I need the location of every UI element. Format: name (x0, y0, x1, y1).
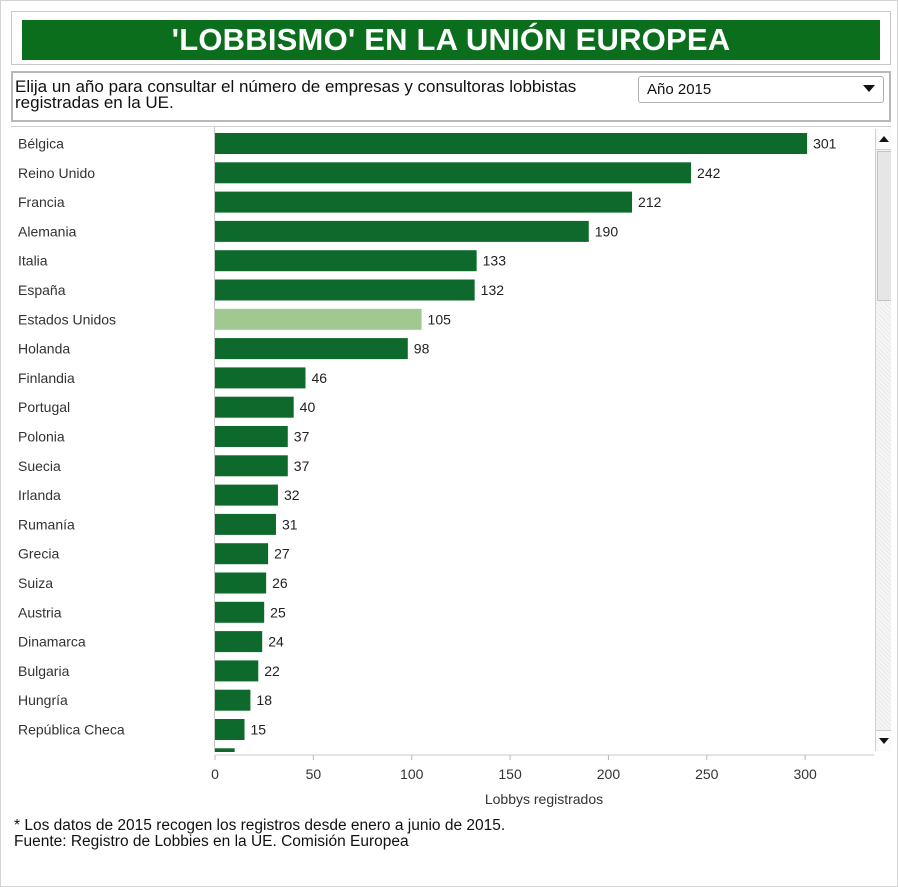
bar[interactable] (215, 543, 269, 565)
category-label: Croacia (18, 751, 66, 752)
bar[interactable] (215, 719, 245, 740)
scroll-up-button[interactable] (876, 129, 891, 150)
bar[interactable] (215, 162, 692, 184)
bar-value-label: 26 (272, 575, 288, 591)
bar-value-label: 190 (595, 223, 619, 239)
bar[interactable] (215, 572, 267, 594)
category-label: Hungría (18, 692, 68, 708)
bar[interactable] (215, 484, 278, 506)
bar-value-label: 10 (241, 751, 257, 752)
bar-value-label: 24 (268, 634, 284, 650)
x-axis: 0 50 100 150 200 250 300 Lobbys registrados (211, 754, 874, 807)
scroll-down-button[interactable] (876, 730, 891, 751)
footnote: * Los datos de 2015 recogen los registro… (14, 817, 506, 834)
arrow-up-icon (879, 136, 889, 142)
category-label: Italia (18, 253, 48, 269)
chart-notes: * Los datos de 2015 recogen los registro… (14, 818, 574, 850)
bar-value-label: 15 (251, 722, 267, 738)
x-tick-label: 200 (597, 766, 621, 782)
bar-value-label: 37 (294, 458, 310, 474)
x-tick-label: 50 (306, 766, 322, 782)
category-label: Alemania (18, 223, 77, 239)
bar-value-label: 31 (282, 516, 298, 532)
category-label: República Checa (18, 722, 125, 738)
category-label: Portugal (18, 399, 70, 415)
bar[interactable] (215, 513, 276, 535)
category-label: Holanda (18, 341, 70, 357)
category-label: Suiza (18, 575, 53, 591)
category-label: Suecia (18, 458, 61, 474)
bar-value-label: 32 (284, 487, 300, 503)
bar-value-label: 98 (414, 341, 430, 357)
bar-value-label: 27 (274, 546, 290, 562)
bar-value-label: 132 (481, 282, 505, 298)
bar-chart: Bélgica 301 Reino Unido 242 Francia 212 Aleman… (18, 127, 837, 752)
title-container: 'LOBBISMO' EN LA UNIÓN EUROPEA (11, 11, 891, 65)
bar[interactable] (215, 220, 589, 242)
bar[interactable] (215, 426, 288, 447)
bar-value-label: 301 (813, 136, 837, 152)
x-tick-label: 100 (400, 766, 424, 782)
bar[interactable] (215, 601, 265, 623)
arrow-down-icon (879, 738, 889, 744)
bar-value-label: 46 (311, 370, 327, 386)
category-label: Irlanda (18, 487, 61, 503)
x-tick-label: 0 (211, 766, 219, 782)
bar[interactable] (215, 191, 633, 213)
bar[interactable] (215, 455, 288, 477)
filter-prompt: Elija un año para consultar el número de… (15, 77, 577, 112)
bar[interactable] (215, 133, 808, 154)
bar-value-label: 18 (256, 692, 272, 708)
bar[interactable] (215, 689, 251, 711)
x-axis-area: 0 50 100 150 200 250 300 Lobbys registrados (11, 751, 891, 811)
year-dropdown-value: Año 2015 (647, 81, 712, 98)
bar-value-label: 40 (300, 399, 316, 415)
category-label: Dinamarca (18, 634, 86, 650)
bar-value-label: 22 (264, 663, 280, 679)
category-label: Grecia (18, 546, 59, 562)
bar-value-label: 37 (294, 429, 310, 445)
bar[interactable] (215, 250, 477, 272)
bar[interactable] (215, 308, 422, 330)
year-dropdown[interactable]: Año 2015 (638, 76, 884, 103)
bar[interactable] (215, 338, 408, 360)
bar-value-label: 133 (483, 253, 507, 269)
category-label: Finlandia (18, 370, 75, 386)
category-label: Bulgaria (18, 663, 70, 679)
bar[interactable] (215, 660, 259, 682)
x-tick-label: 150 (498, 766, 522, 782)
category-label: Austria (18, 604, 62, 620)
x-axis-title: Lobbys registrados (485, 791, 603, 807)
page-title: 'LOBBISMO' EN LA UNIÓN EUROPEA (22, 20, 880, 60)
x-tick-label: 300 (793, 766, 817, 782)
bar[interactable] (215, 631, 263, 653)
bar[interactable] (215, 396, 294, 418)
bar[interactable] (215, 748, 235, 752)
chart-scrollbar[interactable] (875, 129, 891, 751)
bar-value-label: 242 (697, 165, 721, 181)
bar-value-label: 105 (428, 311, 452, 327)
bar[interactable] (215, 279, 475, 301)
scroll-track[interactable] (876, 303, 891, 728)
bar-value-label: 25 (270, 604, 286, 620)
category-label: Francia (18, 194, 65, 210)
year-filter-panel: Elija un año para consultar el número de… (11, 71, 891, 122)
category-label: Reino Unido (18, 165, 95, 181)
x-tick-label: 250 (695, 766, 719, 782)
chevron-down-icon[interactable] (863, 85, 875, 92)
chart-viewport: Bélgica 301 Reino Unido 242 Francia 212 Aleman… (11, 126, 891, 752)
category-label: España (18, 282, 66, 298)
bar-value-label: 212 (638, 194, 662, 210)
source-note: Fuente: Registro de Lobbies en la UE. Co… (14, 833, 409, 850)
category-label: Estados Unidos (18, 311, 116, 327)
scroll-thumb[interactable] (877, 151, 891, 301)
category-label: Polonia (18, 429, 65, 445)
category-label: Rumanía (18, 516, 75, 532)
category-label: Bélgica (18, 136, 64, 152)
bar[interactable] (215, 367, 306, 389)
